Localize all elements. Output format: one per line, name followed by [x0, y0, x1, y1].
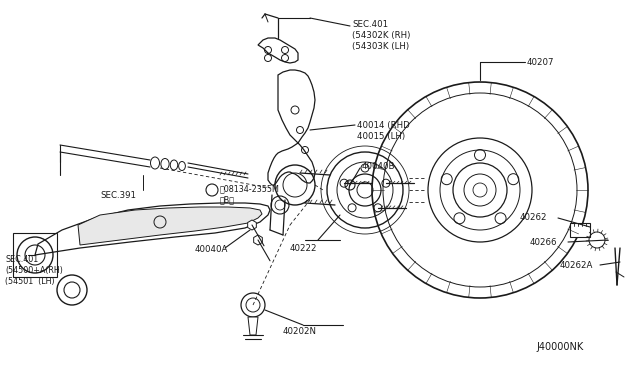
Text: 40262A: 40262A [560, 261, 593, 270]
Ellipse shape [161, 158, 169, 170]
Polygon shape [248, 317, 258, 335]
Ellipse shape [179, 161, 186, 170]
Text: 40040B: 40040B [362, 162, 396, 171]
Polygon shape [268, 70, 315, 185]
Text: 40266: 40266 [530, 238, 557, 247]
Text: 40040A: 40040A [195, 245, 228, 254]
Text: SEC.401
(54500+A(RH)
(54501  (LH): SEC.401 (54500+A(RH) (54501 (LH) [5, 255, 63, 286]
Text: 40222: 40222 [290, 244, 317, 253]
Text: 40262: 40262 [520, 213, 547, 222]
Polygon shape [570, 223, 590, 237]
Text: 40014 (RHD
40015 (LH): 40014 (RHD 40015 (LH) [357, 121, 410, 141]
Polygon shape [78, 207, 262, 245]
Text: J40000NK: J40000NK [536, 342, 583, 352]
Polygon shape [258, 38, 298, 63]
Text: SEC.401
(54302K (RH)
(54303K (LH): SEC.401 (54302K (RH) (54303K (LH) [352, 20, 410, 51]
Polygon shape [35, 203, 270, 255]
Text: 40202N: 40202N [283, 327, 317, 336]
Text: 40207: 40207 [527, 58, 554, 67]
Ellipse shape [150, 157, 159, 169]
Ellipse shape [170, 160, 178, 170]
Text: SEC.391: SEC.391 [100, 191, 136, 200]
Bar [13, 233, 57, 277]
Text: Ⓑ08134-2355M
〈B〉: Ⓑ08134-2355M 〈B〉 [220, 184, 280, 204]
